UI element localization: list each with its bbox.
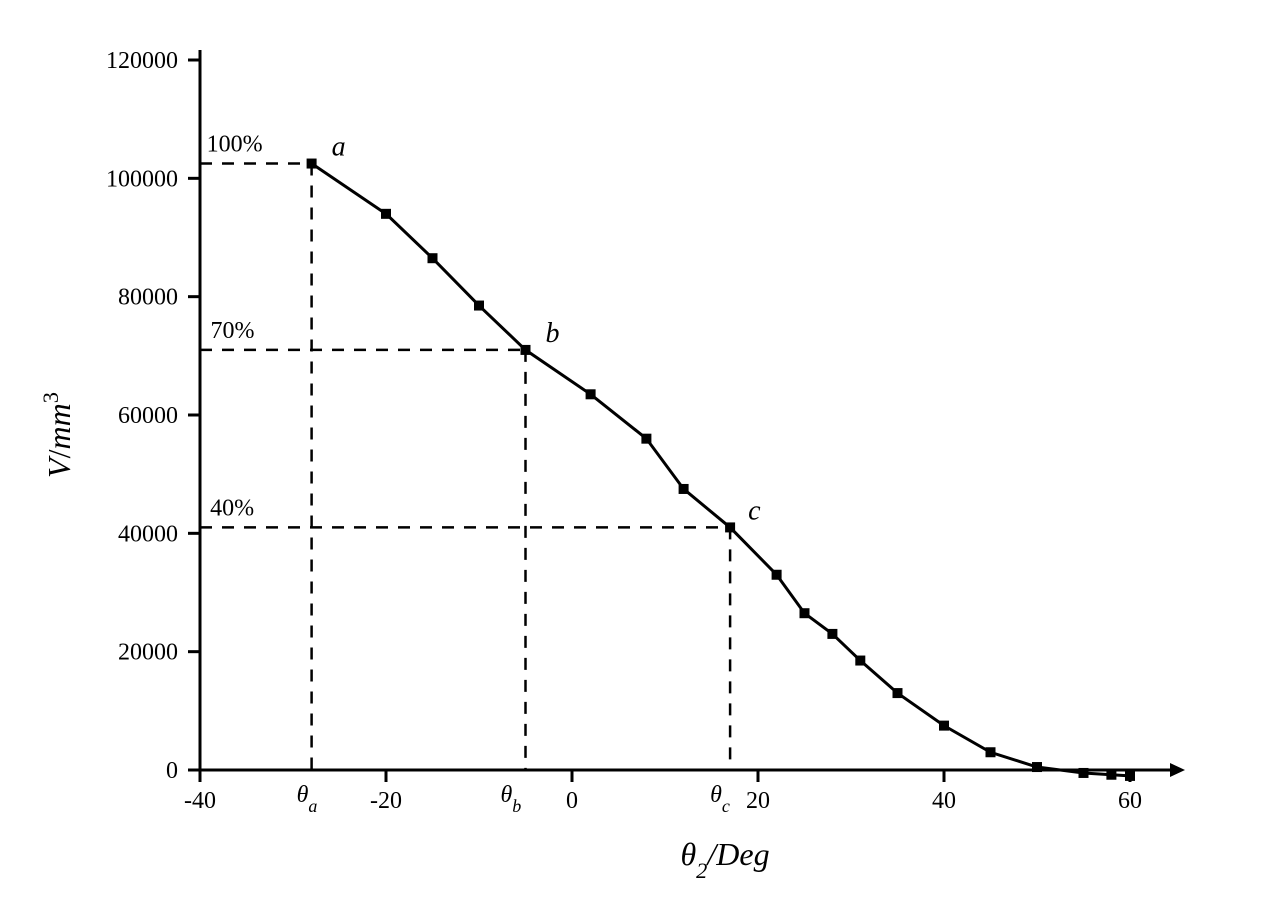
data-marker [800, 608, 810, 618]
data-marker [586, 389, 596, 399]
data-marker [1106, 770, 1116, 780]
data-marker [772, 570, 782, 580]
data-marker [307, 159, 317, 169]
annotation-point-b: b [546, 318, 560, 349]
annotation-pct-b: 70% [211, 318, 255, 344]
data-marker [939, 721, 949, 731]
y-axis-label: V/mm3 [38, 392, 78, 478]
y-tick-label: 100000 [106, 166, 178, 192]
data-marker [725, 522, 735, 532]
y-tick-label: 0 [166, 758, 178, 784]
data-marker [521, 345, 531, 355]
data-marker [381, 209, 391, 219]
x-tick-label: -40 [184, 788, 216, 814]
y-tick-label: 40000 [118, 521, 178, 547]
annotation-point-c: c [748, 495, 761, 526]
data-marker [986, 747, 996, 757]
x-tick-label: 0 [566, 788, 578, 814]
data-marker [679, 484, 689, 494]
y-tick-label: 60000 [118, 403, 178, 429]
annotation-point-a: a [332, 132, 346, 163]
y-tick-label: 80000 [118, 285, 178, 311]
line-chart: 0 20000 40000 60000 80000 100000 120000 -40 -20 0… [0, 0, 1267, 914]
data-marker [855, 656, 865, 666]
annotation-pct-a: 100% [207, 132, 263, 158]
chart-container: 0 20000 40000 60000 80000 100000 120000 -40 -20 0… [0, 0, 1267, 914]
data-marker [641, 434, 651, 444]
data-marker [1032, 762, 1042, 772]
data-marker [474, 301, 484, 311]
x-tick-label: 40 [932, 788, 956, 814]
data-marker [827, 629, 837, 639]
annotation-pct-c: 40% [210, 495, 254, 521]
data-marker [1125, 771, 1135, 781]
data-marker [1079, 768, 1089, 778]
y-tick-label: 20000 [118, 640, 178, 666]
data-marker [428, 253, 438, 263]
x-tick-label: 20 [746, 788, 770, 814]
data-marker [893, 688, 903, 698]
x-tick-label: -20 [370, 788, 402, 814]
x-tick-label: 60 [1118, 788, 1142, 814]
y-tick-label: 120000 [106, 48, 178, 74]
